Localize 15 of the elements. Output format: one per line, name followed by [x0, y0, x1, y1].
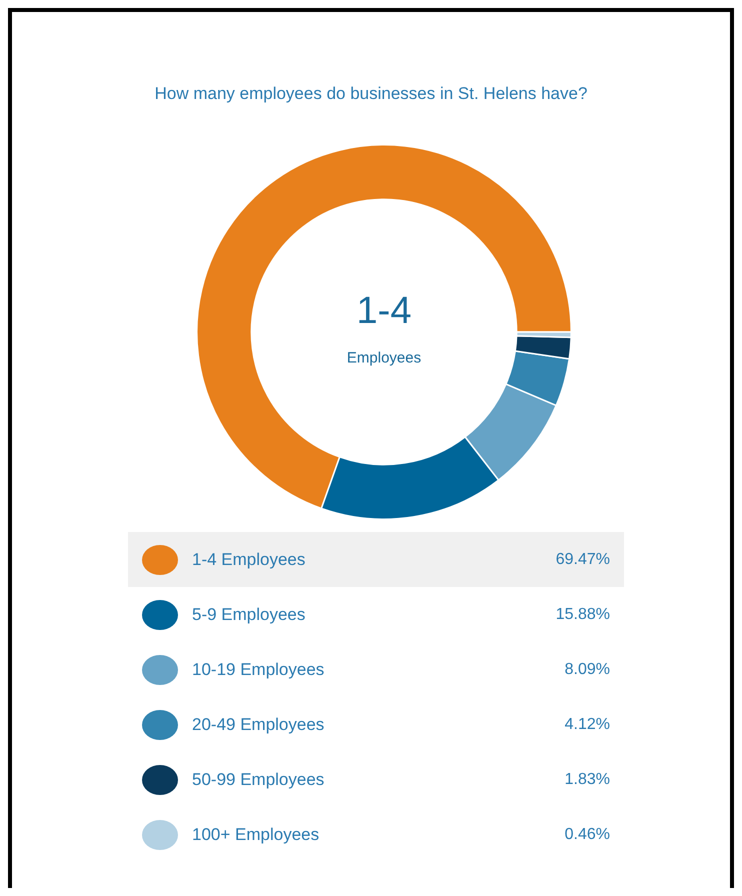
- text: 1-4: [356, 290, 412, 332]
- legend-label: 1-4 Employees: [192, 550, 306, 570]
- data-label: 4.12%: [564, 716, 610, 734]
- legend-label: 50-99 Employees: [192, 770, 326, 790]
- legend-label: 5-9 Employees: [192, 604, 306, 624]
- data-label: 69.47%: [556, 550, 610, 568]
- chart-title: How many employees do businesses in St. Helens have?: [154, 84, 588, 103]
- text: Employees: [346, 350, 422, 366]
- data-label: 0.46%: [564, 826, 610, 844]
- data-label: 8.09%: [564, 660, 610, 678]
- legend-label: 20-49 Employees: [192, 714, 326, 734]
- data-label: 1.83%: [564, 770, 610, 788]
- legend-label: 100+ Employees: [192, 824, 320, 844]
- data-label: 15.88%: [556, 606, 610, 624]
- legend-label: 10-19 Employees: [192, 660, 326, 680]
